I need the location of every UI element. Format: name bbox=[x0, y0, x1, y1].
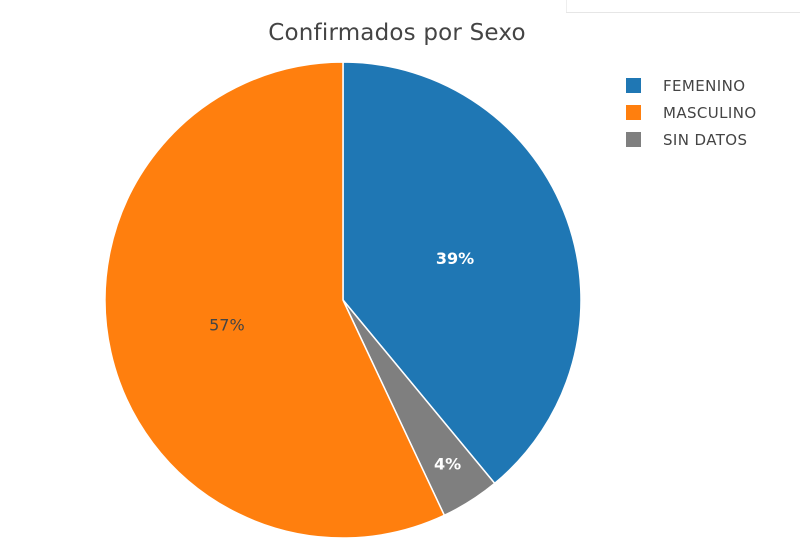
slice-label-sin-datos: 4% bbox=[434, 454, 461, 473]
pie-slice-masculino[interactable] bbox=[104, 61, 446, 539]
legend-swatch-femenino bbox=[626, 78, 641, 93]
legend-label-femenino: FEMENINO bbox=[663, 76, 746, 95]
slice-label-femenino: 39% bbox=[436, 249, 474, 268]
chart-title: Confirmados por Sexo bbox=[268, 20, 526, 46]
legend: FEMENINO MASCULINO SIN DATOS bbox=[626, 72, 757, 153]
legend-label-sin-datos: SIN DATOS bbox=[663, 130, 748, 149]
legend-item-sin-datos[interactable]: SIN DATOS bbox=[626, 126, 757, 153]
legend-swatch-sin-datos bbox=[626, 132, 641, 147]
toolbar-edge bbox=[566, 0, 567, 12]
legend-label-masculino: MASCULINO bbox=[663, 103, 757, 122]
legend-item-masculino[interactable]: MASCULINO bbox=[626, 99, 757, 126]
slice-label-masculino: 57% bbox=[209, 315, 245, 334]
legend-swatch-masculino bbox=[626, 105, 641, 120]
pie-slice-femenino[interactable] bbox=[342, 61, 582, 485]
legend-item-femenino[interactable]: FEMENINO bbox=[626, 72, 757, 99]
toolbar-divider bbox=[566, 12, 800, 13]
